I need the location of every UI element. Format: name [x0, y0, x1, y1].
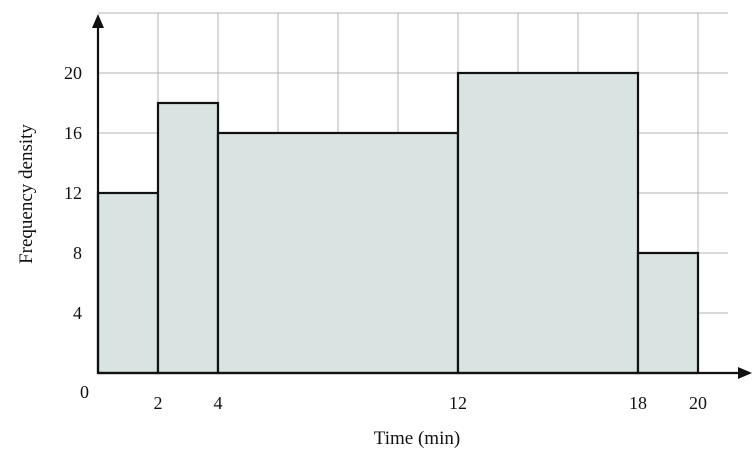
x-tick-label: 4 — [214, 393, 223, 413]
origin-label: 0 — [80, 382, 89, 402]
y-axis-label: Frequency density — [16, 124, 37, 264]
x-tick-label: 2 — [154, 393, 163, 413]
y-axis-arrow-icon — [92, 14, 104, 28]
histogram-bar — [96, 191, 160, 375]
tick-labels: 2 4 12 18 20 4 8 12 16 20 — [64, 63, 707, 413]
y-tick-label: 20 — [64, 63, 82, 83]
x-tick-label: 18 — [629, 393, 647, 413]
y-tick-label: 12 — [64, 183, 82, 203]
axes — [92, 14, 752, 379]
y-tick-label: 4 — [73, 303, 82, 323]
x-tick-label: 20 — [689, 393, 707, 413]
histogram-bar — [156, 101, 220, 375]
y-tick-label: 16 — [64, 123, 82, 143]
bars — [96, 71, 700, 375]
x-axis-arrow-icon — [738, 367, 752, 379]
histogram-bar — [216, 131, 460, 375]
x-tick-label: 12 — [449, 393, 467, 413]
x-axis-label: Time (min) — [374, 428, 460, 449]
y-tick-label: 8 — [73, 243, 82, 263]
histogram-bar — [456, 71, 640, 375]
histogram-bar — [636, 251, 700, 375]
